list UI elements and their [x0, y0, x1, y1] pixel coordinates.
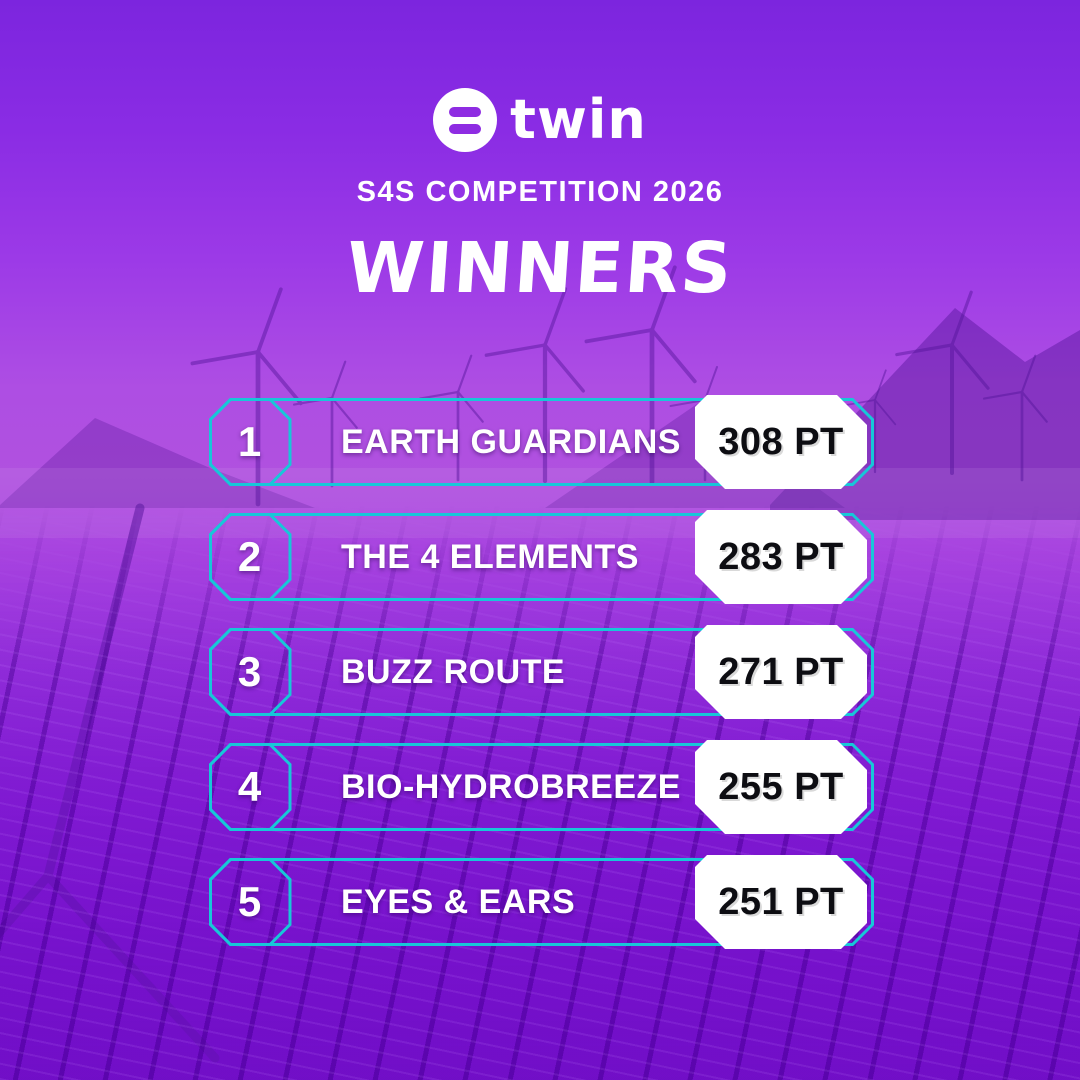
row-outline-frame: [209, 628, 874, 716]
page-title: WINNERS: [343, 227, 737, 309]
points-value: 308 PT: [718, 420, 844, 463]
leaderboard: 1 EARTH GUARDIANS 308 PT 2 THE 4 ELEMENT…: [209, 398, 874, 946]
row-outline-frame: [209, 513, 874, 601]
competition-subtitle: S4S COMPETITION 2026: [356, 176, 724, 208]
row-outline-frame: [209, 743, 874, 831]
points-badge: 251 PT: [695, 855, 867, 949]
points-badge: 255 PT: [695, 740, 867, 834]
rank-number: 3: [237, 648, 262, 695]
leaderboard-row: 4 BIO-HYDROBREEZE 255 PT: [209, 743, 874, 831]
brand-logo: twin: [0, 88, 1080, 152]
points-badge: 308 PT: [695, 395, 867, 489]
points-value: 283 PT: [718, 535, 844, 578]
rank-number: 2: [237, 533, 262, 580]
brand-name: twin: [510, 88, 647, 151]
leaderboard-row: 5 EYES & EARS 251 PT: [209, 858, 874, 946]
team-name: EYES & EARS: [341, 882, 576, 921]
points-badge: 283 PT: [695, 510, 867, 604]
row-outline-frame: [209, 398, 874, 486]
points-value: 255 PT: [718, 765, 844, 808]
logo-bar: [449, 123, 482, 134]
points-value: 271 PT: [718, 650, 844, 693]
rank-number: 5: [237, 878, 262, 925]
team-name: THE 4 ELEMENTS: [341, 537, 639, 576]
team-name: BUZZ ROUTE: [341, 652, 566, 691]
points-badge: 271 PT: [695, 625, 867, 719]
team-name: BIO-HYDROBREEZE: [341, 767, 681, 806]
row-outline-frame: [209, 858, 874, 946]
leaderboard-row: 3 BUZZ ROUTE 271 PT: [209, 628, 874, 716]
team-name: EARTH GUARDIANS: [341, 422, 681, 461]
points-value: 251 PT: [718, 880, 844, 923]
logo-bar: [449, 106, 482, 117]
rank-number: 1: [237, 418, 262, 465]
twin-logo-icon: [433, 88, 498, 152]
leaderboard-row: 1 EARTH GUARDIANS 308 PT: [209, 398, 874, 486]
rank-number: 4: [237, 763, 262, 810]
leaderboard-row: 2 THE 4 ELEMENTS 283 PT: [209, 513, 874, 601]
